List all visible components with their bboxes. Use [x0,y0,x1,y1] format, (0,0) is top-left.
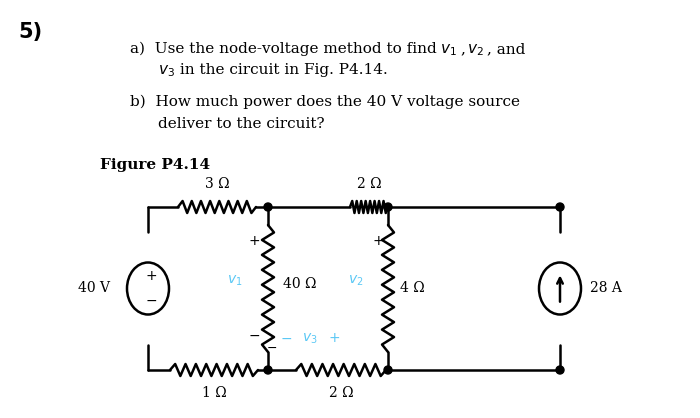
Text: a)  Use the node-voltage method to find: a) Use the node-voltage method to find [130,42,442,56]
Text: , and: , and [487,42,526,56]
Text: 40 Ω: 40 Ω [283,276,316,291]
Text: deliver to the circuit?: deliver to the circuit? [158,117,325,131]
Text: −: − [267,342,277,354]
Text: +: + [145,270,157,283]
Circle shape [556,366,564,374]
Text: $v_2$: $v_2$ [467,42,484,58]
Text: 4 Ω: 4 Ω [400,281,425,296]
Text: Figure P4.14: Figure P4.14 [100,158,210,172]
Circle shape [384,203,392,211]
Circle shape [264,366,272,374]
Text: +: + [372,234,384,248]
Text: in the circuit in Fig. P4.14.: in the circuit in Fig. P4.14. [175,63,388,77]
Text: 40 V: 40 V [78,281,110,296]
Text: +: + [248,234,260,248]
Circle shape [264,203,272,211]
Text: 5): 5) [18,22,42,42]
Text: ,: , [460,42,465,56]
Text: −: − [280,331,292,346]
Text: 2 Ω: 2 Ω [329,386,354,400]
Text: 1 Ω: 1 Ω [202,386,226,400]
Circle shape [384,366,392,374]
Text: $v_3$: $v_3$ [158,63,175,79]
Text: $v_2$: $v_2$ [348,273,363,288]
Text: 2 Ω: 2 Ω [357,177,382,191]
Text: +: + [328,331,339,346]
Text: $v_1$: $v_1$ [440,42,456,58]
Text: b)  How much power does the 40 V voltage source: b) How much power does the 40 V voltage … [130,95,520,110]
Circle shape [556,203,564,211]
Text: $v_1$: $v_1$ [227,273,242,288]
Text: 28 A: 28 A [590,281,622,296]
Text: 3 Ω: 3 Ω [204,177,230,191]
Text: $v_3$: $v_3$ [302,331,318,346]
Text: −: − [145,293,157,308]
Text: −: − [248,329,260,343]
